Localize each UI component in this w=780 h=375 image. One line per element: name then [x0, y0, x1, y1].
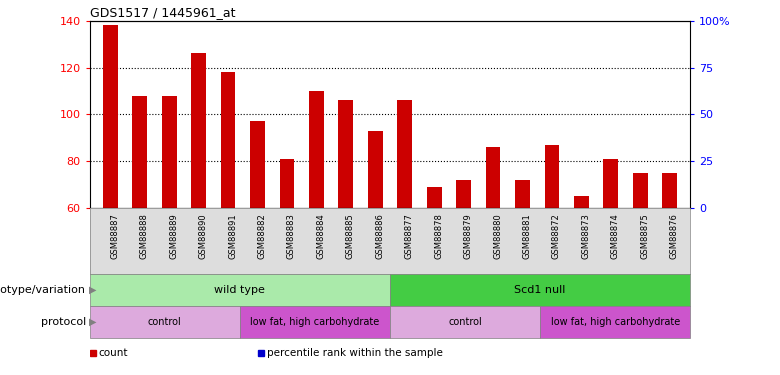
Text: percentile rank within the sample: percentile rank within the sample — [267, 348, 443, 358]
Text: GSM88874: GSM88874 — [611, 213, 620, 259]
Text: GDS1517 / 1445961_at: GDS1517 / 1445961_at — [90, 6, 236, 20]
Text: low fat, high carbohydrate: low fat, high carbohydrate — [250, 316, 380, 327]
Text: GSM88875: GSM88875 — [640, 213, 649, 259]
Text: control: control — [148, 316, 182, 327]
Text: ▶: ▶ — [89, 316, 97, 327]
Text: GSM88888: GSM88888 — [140, 213, 149, 259]
Text: GSM88873: GSM88873 — [581, 213, 590, 259]
Bar — [90, 274, 390, 306]
Text: GSM88882: GSM88882 — [257, 213, 267, 259]
Text: GSM88886: GSM88886 — [375, 213, 385, 259]
Text: ▶: ▶ — [89, 285, 97, 295]
Bar — [339, 100, 353, 208]
Text: GSM88878: GSM88878 — [434, 213, 443, 259]
Text: GSM88879: GSM88879 — [463, 213, 473, 259]
Text: GSM88889: GSM88889 — [169, 213, 178, 259]
Bar — [540, 306, 690, 338]
Text: GSM88883: GSM88883 — [287, 213, 296, 259]
Bar — [103, 26, 118, 208]
Text: GSM88891: GSM88891 — [228, 213, 237, 259]
Text: wild type: wild type — [215, 285, 265, 295]
Bar — [133, 96, 147, 208]
Text: low fat, high carbohydrate: low fat, high carbohydrate — [551, 316, 680, 327]
Bar — [221, 72, 236, 208]
Text: GSM88876: GSM88876 — [670, 213, 679, 259]
Text: GSM88880: GSM88880 — [493, 213, 502, 259]
Bar — [604, 159, 619, 208]
Bar — [390, 306, 540, 338]
Text: GSM88881: GSM88881 — [523, 213, 531, 259]
Text: GSM88885: GSM88885 — [346, 213, 355, 259]
Bar — [486, 147, 501, 208]
Text: GSM88890: GSM88890 — [199, 213, 207, 259]
Text: GSM88877: GSM88877 — [405, 213, 413, 259]
Text: GSM88887: GSM88887 — [110, 213, 119, 259]
Text: control: control — [448, 316, 482, 327]
Bar — [368, 131, 383, 208]
Bar — [544, 145, 559, 208]
Bar — [515, 180, 530, 208]
Bar — [161, 96, 176, 208]
Text: GSM88872: GSM88872 — [552, 213, 561, 259]
Text: GSM88884: GSM88884 — [317, 213, 325, 259]
Bar — [427, 187, 441, 208]
Bar — [239, 306, 390, 338]
Text: count: count — [99, 348, 128, 358]
Bar — [309, 91, 324, 208]
Bar — [90, 306, 239, 338]
Bar — [191, 54, 206, 208]
Text: protocol: protocol — [41, 316, 86, 327]
Bar — [662, 173, 677, 208]
Bar — [456, 180, 471, 208]
Bar — [397, 100, 412, 208]
Bar — [250, 122, 265, 208]
Text: genotype/variation: genotype/variation — [0, 285, 86, 295]
Bar — [633, 173, 647, 208]
Bar — [390, 274, 690, 306]
Bar — [279, 159, 294, 208]
Text: Scd1 null: Scd1 null — [515, 285, 566, 295]
Bar — [574, 196, 589, 208]
